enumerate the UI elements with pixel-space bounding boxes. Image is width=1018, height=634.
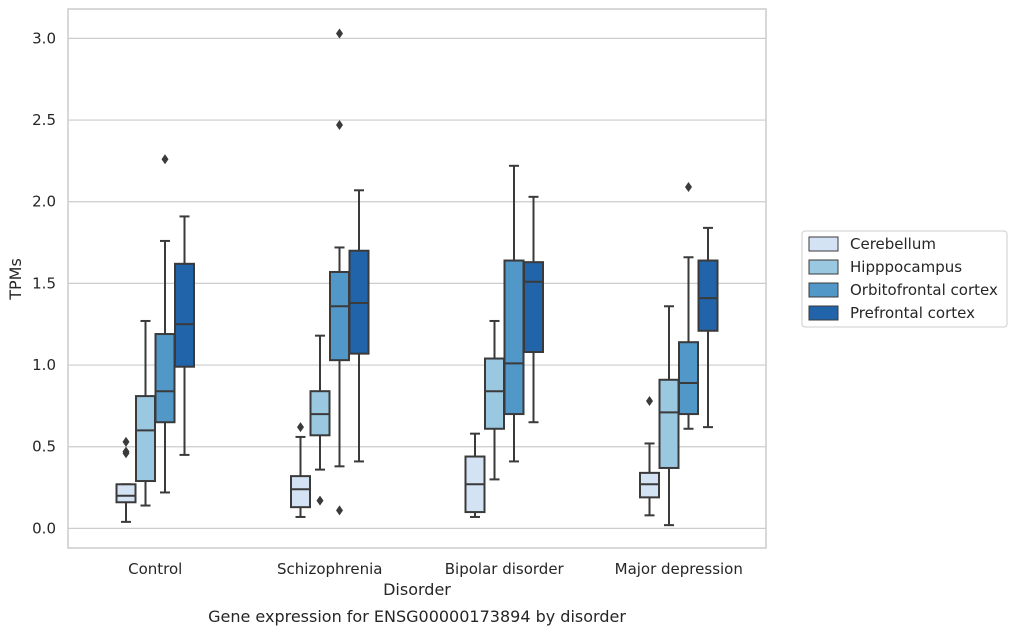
outlier-point bbox=[336, 28, 343, 39]
legend-swatch bbox=[808, 236, 839, 252]
y-tick-label: 1.5 bbox=[32, 274, 56, 292]
outlier-point bbox=[336, 119, 343, 130]
box-prefrontal-cortex bbox=[348, 189, 370, 463]
y-tick-label: 3.0 bbox=[32, 29, 56, 47]
box-iqr bbox=[290, 475, 311, 509]
legend-label: Orbitofrontal cortex bbox=[850, 281, 998, 299]
box-prefrontal-cortex bbox=[523, 195, 544, 424]
legend-label: Prefrontal cortex bbox=[850, 304, 975, 322]
x-axis-label: Disorder bbox=[383, 580, 451, 599]
x-tick-label: Bipolar disorder bbox=[445, 560, 565, 578]
outlier-point bbox=[122, 446, 130, 457]
box-iqr bbox=[329, 270, 350, 362]
outlier-point bbox=[316, 495, 324, 506]
legend-label: Cerebellum bbox=[850, 235, 936, 253]
box-iqr bbox=[503, 259, 525, 416]
outlier-point bbox=[297, 422, 304, 433]
box-iqr bbox=[115, 483, 137, 504]
legend: Cerebellum Hipppocampus Orbitofrontal cort… bbox=[801, 230, 1008, 328]
legend-swatch bbox=[808, 259, 839, 275]
box-orbitofrontal-cortex bbox=[329, 28, 350, 516]
x-tick-label: Schizophrenia bbox=[277, 560, 382, 578]
box-cerebellum bbox=[115, 436, 137, 523]
box-series bbox=[115, 28, 719, 527]
box-orbitofrontal-cortex bbox=[154, 154, 176, 494]
y-tick-label: 2.0 bbox=[32, 193, 56, 211]
y-tick-label: 0.5 bbox=[32, 438, 56, 456]
box-iqr bbox=[154, 333, 176, 424]
y-tick-label: 0.0 bbox=[32, 519, 56, 537]
box-prefrontal-cortex bbox=[174, 215, 195, 456]
box-hipppocampus bbox=[135, 319, 156, 507]
y-axis-label: TPMs bbox=[6, 258, 25, 301]
box-hipppocampus bbox=[484, 319, 505, 481]
outlier-point bbox=[336, 505, 343, 516]
box-iqr bbox=[523, 261, 544, 353]
box-iqr bbox=[678, 341, 699, 416]
box-orbitofrontal-cortex bbox=[678, 182, 699, 430]
legend-frame bbox=[801, 230, 1008, 328]
x-tick-label: Major depression bbox=[615, 560, 743, 578]
box-hipppocampus bbox=[658, 305, 680, 527]
box-iqr bbox=[174, 262, 195, 368]
plot-area-frame bbox=[67, 8, 767, 549]
y-tick-label: 2.5 bbox=[32, 111, 56, 129]
x-axis-ticks: Control Schizophrenia Bipolar disorder Majo… bbox=[128, 560, 743, 578]
box-cerebellum bbox=[290, 422, 311, 518]
box-orbitofrontal-cortex bbox=[503, 164, 525, 463]
box-iqr bbox=[484, 357, 505, 430]
y-axis-ticks: 0.0 0.5 1.0 1.5 2.0 2.5 3.0 bbox=[32, 29, 56, 537]
legend-label: Hipppocampus bbox=[850, 258, 962, 276]
outlier-point bbox=[646, 396, 653, 406]
chart-caption: Gene expression for ENSG00000173894 by d… bbox=[208, 607, 626, 626]
outlier-point bbox=[161, 154, 169, 165]
box-iqr bbox=[697, 259, 719, 332]
legend-swatch bbox=[808, 305, 839, 321]
outlier-point bbox=[685, 182, 692, 193]
box-hipppocampus bbox=[309, 334, 331, 506]
box-prefrontal-cortex bbox=[697, 226, 719, 429]
box-cerebellum bbox=[639, 396, 660, 517]
box-cerebellum bbox=[464, 432, 486, 518]
outlier-point bbox=[122, 436, 130, 447]
legend-swatch bbox=[808, 282, 839, 298]
box-iqr bbox=[135, 395, 156, 483]
y-tick-label: 1.0 bbox=[32, 356, 56, 374]
box-iqr bbox=[658, 378, 680, 469]
x-tick-label: Control bbox=[128, 560, 182, 578]
